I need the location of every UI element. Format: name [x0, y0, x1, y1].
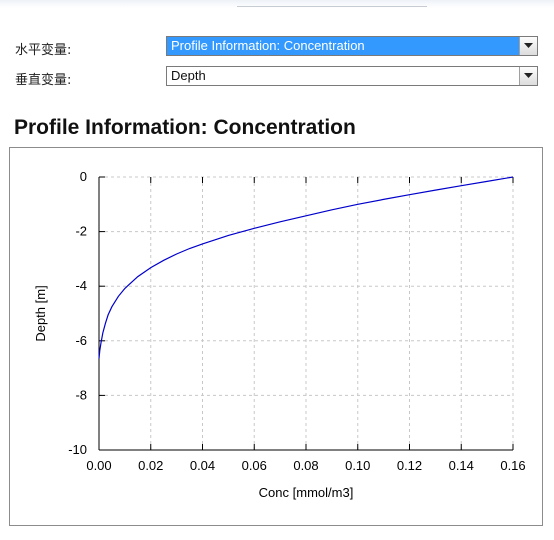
horizontal-variable-select[interactable]: Profile Information: Concentration: [166, 36, 538, 56]
x-tick-label: 0.14: [449, 458, 474, 473]
profile-chart: 0.00 0.02 0.04 0.06 0.08 0.10 0.12 0.14 0.16 0 -2 -…: [33, 169, 526, 500]
y-tick-label: -8: [75, 387, 87, 402]
y-tick-label: 0: [80, 169, 87, 184]
x-tick-label: 0.12: [397, 458, 422, 473]
x-tick-label: 0.08: [293, 458, 318, 473]
vertical-variable-label: 垂直变量:: [15, 73, 72, 88]
y-tick-label: -6: [75, 333, 87, 348]
x-tick-label: 0.04: [190, 458, 215, 473]
y-axis-label: Depth [m]: [33, 285, 48, 341]
y-tick-label: -10: [68, 442, 87, 457]
vertical-variable-row: 垂直变量: Depth: [0, 66, 554, 88]
x-tick-label: 0.10: [345, 458, 370, 473]
divider: [237, 6, 427, 7]
x-tick-label: 0.02: [138, 458, 163, 473]
vertical-dropdown-button[interactable]: [519, 67, 537, 85]
horizontal-variable-row: 水平变量: Profile Information: Concentration: [0, 36, 554, 58]
chevron-down-icon: [524, 43, 533, 48]
horizontal-dropdown-button[interactable]: [519, 37, 537, 55]
x-tick-label: 0.00: [86, 458, 111, 473]
y-tick-label: -4: [75, 278, 87, 293]
series-line: [98, 176, 514, 359]
horizontal-variable-value: Profile Information: Concentration: [167, 37, 519, 55]
chevron-down-icon: [524, 73, 533, 78]
vertical-variable-value: Depth: [171, 68, 206, 83]
section-title: Profile Information: Concentration: [14, 116, 356, 139]
chart-panel: 0.00 0.02 0.04 0.06 0.08 0.10 0.12 0.14 0.16 0 -2 -…: [9, 147, 543, 526]
horizontal-variable-label: 水平变量:: [15, 43, 72, 58]
y-tick-label: -2: [75, 224, 87, 239]
x-axis-label: Conc [mmol/m3]: [259, 485, 354, 500]
x-tick-label: 0.06: [242, 458, 267, 473]
vertical-variable-select[interactable]: Depth: [166, 66, 538, 86]
window-top-strip: [0, 0, 554, 8]
x-tick-label: 0.16: [500, 458, 525, 473]
